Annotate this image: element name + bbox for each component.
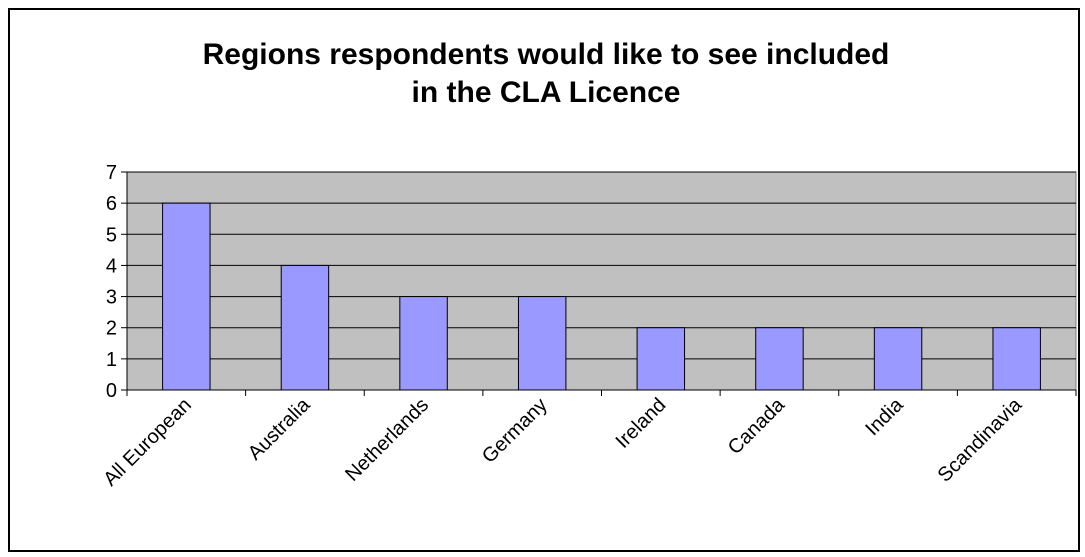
x-category-label-canada: Canada: [724, 393, 790, 459]
x-category-label-all-european: All European: [99, 394, 196, 491]
y-tick-label-3: 3: [106, 287, 117, 309]
bar-netherlands: [399, 296, 448, 391]
chart-title: Regions respondents would like to see in…: [10, 36, 1082, 112]
x-category-label-india: India: [861, 393, 908, 440]
x-category-label-netherlands: Netherlands: [341, 394, 433, 486]
bar-all-european: [162, 202, 211, 391]
plot-area: [126, 171, 1077, 391]
y-tick-label-1: 1: [106, 349, 117, 371]
y-tick-label-7: 7: [106, 162, 117, 184]
y-tick-label-5: 5: [106, 224, 117, 246]
y-tick-label-0: 0: [106, 380, 117, 402]
x-category-label-ireland: Ireland: [612, 394, 671, 453]
chart-title-line-2: in the CLA Licence: [411, 76, 681, 109]
chart-title-line-1: Regions respondents would like to see in…: [202, 38, 890, 71]
bar-canada: [755, 327, 804, 391]
y-tick-label-6: 6: [106, 193, 117, 215]
bar-scandinavia: [992, 327, 1041, 391]
y-tick-label-2: 2: [106, 318, 117, 340]
y-tick-label-4: 4: [106, 255, 117, 277]
x-category-label-scandinavia: Scandinavia: [934, 393, 1027, 486]
bar-india: [873, 327, 923, 391]
x-category-label-germany: Germany: [478, 394, 552, 468]
bar-australia: [280, 264, 330, 391]
bar-germany: [517, 296, 567, 391]
x-category-label-australia: Australia: [244, 393, 315, 464]
bar-ireland: [636, 327, 686, 391]
